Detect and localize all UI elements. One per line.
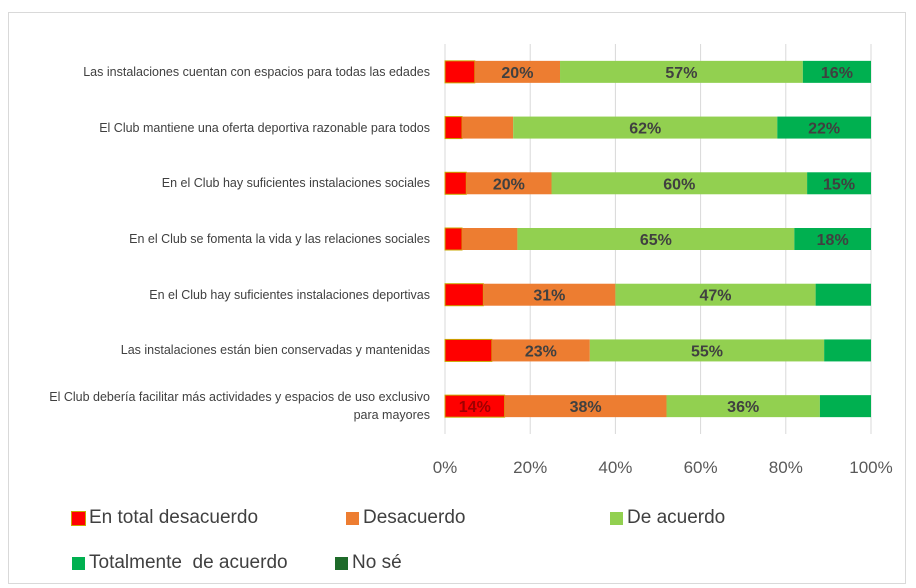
data-label: 20% [493, 176, 525, 193]
data-label: 57% [665, 65, 697, 82]
bar-segment [807, 172, 871, 195]
category-label: En el Club hay suficientes instalaciones… [149, 287, 430, 302]
category-label: Las instalaciones están bien conservadas… [120, 343, 430, 358]
legend-item: Desacuerdo [346, 507, 465, 529]
data-label: 55% [691, 343, 723, 360]
data-label: 36% [727, 399, 759, 416]
bar-segment [483, 283, 616, 306]
legend-item: No sé [335, 552, 402, 574]
bar-segment [819, 395, 871, 418]
legend-label: De acuerdo [627, 507, 726, 528]
data-label: 38% [570, 399, 602, 416]
chart-frame [8, 12, 906, 584]
bar-segment [615, 283, 816, 306]
legend-swatch [335, 556, 348, 570]
category-label: En el Club hay suficientes instalaciones… [161, 176, 430, 191]
bar-segment [444, 60, 476, 84]
data-label: 22% [808, 121, 840, 138]
data-label: 15% [823, 176, 855, 193]
legend-label: Desacuerdo [363, 507, 466, 528]
bar-segment [777, 116, 871, 139]
bar-segment [444, 338, 493, 362]
bar-segment [589, 339, 825, 362]
bar-segment [491, 339, 590, 362]
legend-swatch [610, 511, 623, 525]
x-tick-label: 80% [769, 458, 803, 477]
bar-segment [551, 172, 808, 195]
legend-item: Totalmente de acuerdo [72, 552, 288, 574]
bar-segment [824, 339, 871, 362]
x-tick-label: 20% [513, 458, 547, 477]
data-label: 14% [459, 399, 491, 416]
bar-segment [444, 171, 467, 195]
data-label: 16% [821, 65, 853, 82]
bar-segment [513, 116, 778, 139]
bar-segment [462, 228, 518, 250]
data-label: 23% [525, 343, 557, 360]
legend-swatch [72, 556, 85, 570]
data-label: 62% [629, 121, 661, 138]
category-label: Las instalaciones cuentan con espacios p… [83, 64, 430, 79]
bar-segment [444, 283, 484, 307]
x-tick-label: 40% [598, 458, 632, 477]
legend-item: De acuerdo [610, 507, 725, 529]
legend-label: Totalmente de acuerdo [89, 552, 288, 573]
bar-segment [794, 228, 871, 250]
legend-swatch [71, 510, 86, 526]
bar-segment [666, 395, 820, 418]
bar-segment [517, 228, 795, 250]
bar-segment [444, 227, 463, 251]
legend-item: En total desacuerdo [71, 507, 259, 529]
bar-segment [444, 116, 463, 140]
legend-label: No sé [352, 552, 402, 573]
category-label: En el Club se fomenta la vida y las rela… [129, 232, 430, 246]
bar-segment [474, 60, 561, 83]
bar-segment [815, 283, 871, 306]
bar-segment [802, 60, 871, 83]
category-label: El Club debería facilitar más actividade… [49, 390, 430, 423]
category-label: El Club mantiene una oferta deportiva ra… [99, 120, 430, 135]
data-label: 18% [817, 232, 849, 249]
data-label: 60% [663, 176, 695, 193]
data-label: 20% [501, 65, 533, 82]
bar-segment [504, 395, 667, 418]
x-tick-label: 100% [849, 458, 892, 477]
data-label: 65% [640, 232, 672, 249]
x-tick-label: 60% [684, 458, 718, 477]
data-label: 47% [699, 288, 731, 305]
bar-segment [560, 60, 803, 83]
x-tick-label: 0% [433, 458, 458, 477]
legend-swatch [346, 511, 359, 525]
data-label: 31% [533, 288, 565, 305]
bar-segment [466, 172, 552, 195]
legend-label: En total desacuerdo [89, 507, 259, 528]
bar-segment [462, 116, 514, 139]
